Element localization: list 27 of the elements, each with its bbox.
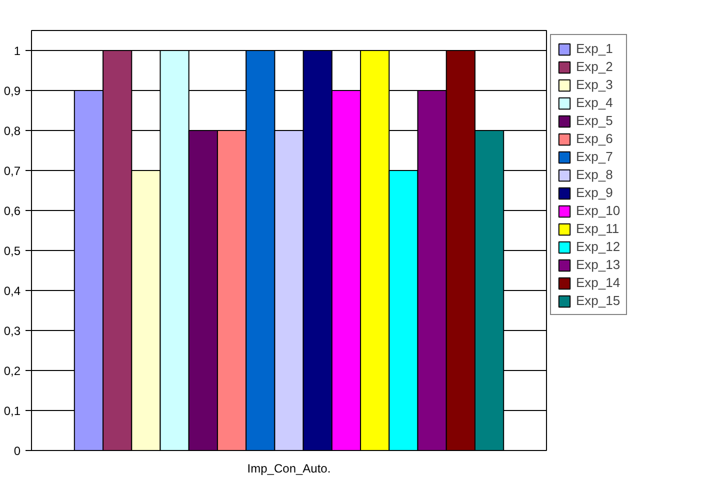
legend-label: Exp_3 bbox=[576, 77, 613, 92]
x-tick-label: Imp_Con_Auto. bbox=[247, 462, 331, 476]
legend-label: Exp_5 bbox=[576, 113, 613, 128]
legend-label: Exp_15 bbox=[576, 293, 620, 308]
legend-label: Exp_13 bbox=[576, 257, 620, 272]
y-tick-label: 0,4 bbox=[4, 284, 21, 298]
legend-label: Exp_14 bbox=[576, 275, 620, 290]
legend-label: Exp_12 bbox=[576, 239, 620, 254]
legend-label: Exp_8 bbox=[576, 167, 613, 182]
y-tick-label: 0,2 bbox=[4, 364, 21, 378]
y-tick-label: 0,1 bbox=[4, 404, 21, 418]
legend-label: Exp_11 bbox=[576, 221, 620, 236]
legend-label: Exp_10 bbox=[576, 203, 620, 218]
legend-label: Exp_1 bbox=[576, 41, 613, 56]
legend-label: Exp_2 bbox=[576, 59, 613, 74]
legend-label: Exp_4 bbox=[576, 95, 613, 110]
y-tick-label: 1 bbox=[14, 44, 21, 58]
y-tick-label: 0,9 bbox=[4, 84, 21, 98]
y-tick-label: 0,8 bbox=[4, 124, 21, 138]
y-tick-label: 0,5 bbox=[4, 244, 21, 258]
y-tick-label: 0,7 bbox=[4, 164, 21, 178]
y-tick-label: 0,6 bbox=[4, 204, 21, 218]
y-tick-label: 0,3 bbox=[4, 324, 21, 338]
y-tick-label: 0 bbox=[14, 444, 21, 458]
legend-label: Exp_6 bbox=[576, 131, 613, 146]
legend-label: Exp_7 bbox=[576, 149, 613, 164]
legend-label: Exp_9 bbox=[576, 185, 613, 200]
